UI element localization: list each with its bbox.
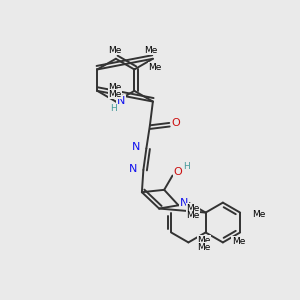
Text: Me: Me [108, 46, 121, 55]
Text: O: O [173, 167, 182, 177]
Text: H: H [110, 103, 117, 112]
Text: Me: Me [197, 243, 210, 252]
Text: Me: Me [144, 46, 157, 55]
Text: O: O [171, 118, 180, 128]
Text: Me: Me [186, 211, 200, 220]
Text: Me: Me [186, 204, 200, 213]
Text: Me: Me [232, 237, 245, 246]
Text: Me: Me [253, 210, 266, 219]
Text: Me: Me [109, 90, 122, 99]
Text: Me: Me [109, 83, 122, 92]
Text: Me: Me [197, 236, 210, 244]
Text: H: H [183, 162, 190, 171]
Text: N: N [129, 164, 137, 174]
Text: N: N [132, 142, 140, 152]
Text: N: N [117, 96, 125, 106]
Text: Me: Me [148, 63, 162, 72]
Text: N: N [180, 198, 188, 208]
